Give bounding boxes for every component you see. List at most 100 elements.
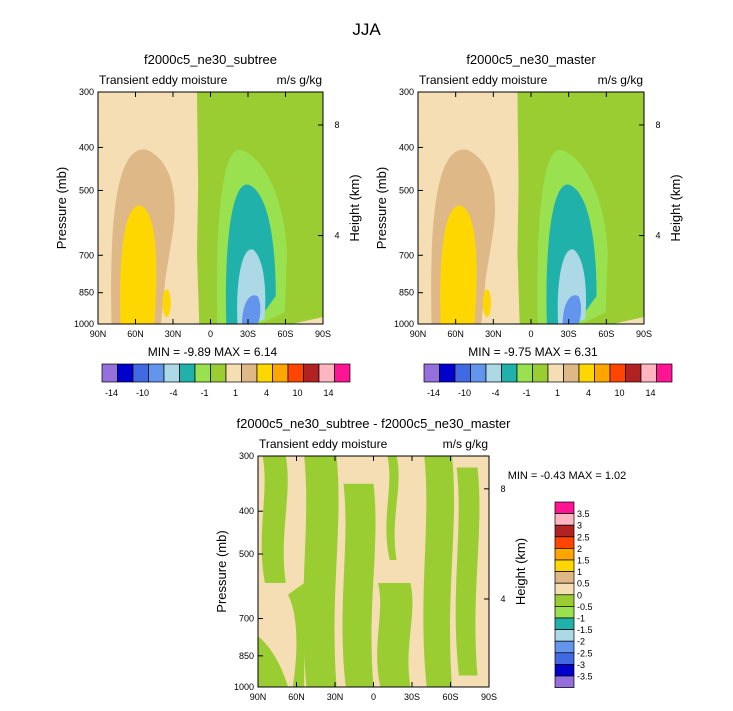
- colorbar-swatch: [163, 363, 180, 383]
- colorbar-swatch: [554, 606, 575, 619]
- y-tick-label: 400: [399, 142, 414, 152]
- colorbar-label: -0.5: [577, 602, 593, 612]
- colorbar-swatch: [318, 363, 335, 383]
- colorbar-swatch: [501, 363, 518, 383]
- colorbar-swatch: [554, 652, 575, 665]
- colorbar-label: 1: [555, 388, 560, 398]
- colorbar-swatch: [532, 363, 549, 383]
- x-tick-label: 90S: [636, 329, 652, 339]
- colorbar-swatch: [554, 513, 575, 526]
- colorbar-label: -1: [522, 388, 530, 398]
- y-tick-label: 1000: [234, 682, 254, 692]
- x-tick-label: 90N: [250, 692, 267, 702]
- colorbar-label: 14: [645, 388, 655, 398]
- y-tick-label: 850: [399, 288, 414, 298]
- contour-region-olive: [386, 456, 399, 560]
- colorbar-label: 1: [577, 567, 582, 577]
- height-tick-label: 4: [500, 594, 505, 604]
- colorbar-swatch: [470, 363, 487, 383]
- colorbar-swatch: [287, 363, 304, 383]
- contour-region-yellow: [440, 205, 477, 324]
- x-tick-label: 0: [528, 329, 533, 339]
- panel-title: f2000c5_ne30_subtree - f2000c5_ne30_mast…: [237, 416, 512, 431]
- panel-left-label: Transient eddy moisture: [99, 73, 228, 87]
- panel-title: f2000c5_ne30_subtree: [144, 52, 277, 67]
- colorbar-master: -14 -10 -4 -1 1 4 10 14: [423, 363, 673, 398]
- x-tick-label: 90S: [315, 329, 331, 339]
- x-tick-label: 30S: [404, 692, 420, 702]
- x-tick-label: 30N: [327, 692, 344, 702]
- panel-right-label: m/s g/kg: [443, 437, 488, 451]
- contour-region-olive: [261, 456, 288, 584]
- y-tick-label: 850: [239, 651, 254, 661]
- x-tick-label: 90S: [481, 692, 497, 702]
- colorbar-swatch: [554, 617, 575, 630]
- x-tick-label: 30S: [240, 329, 256, 339]
- colorbar-swatch: [179, 363, 196, 383]
- colorbar-label: 14: [323, 388, 333, 398]
- height-tick-label: 8: [655, 120, 660, 130]
- colorbar-swatch: [609, 363, 626, 383]
- colorbar-label: -1.5: [577, 625, 593, 635]
- contour-region-olive: [258, 636, 289, 687]
- colorbar-label: 1.5: [577, 556, 590, 566]
- colorbar-swatch: [554, 629, 575, 642]
- y-axis-title: Pressure (mb): [214, 530, 229, 612]
- colorbar-label: 2: [577, 544, 582, 554]
- y-axis-title: Pressure (mb): [54, 167, 69, 249]
- x-tick-label: 60N: [447, 329, 464, 339]
- colorbar-label: -2: [577, 637, 585, 647]
- colorbar-label: 10: [292, 388, 302, 398]
- colorbar-swatch: [256, 363, 273, 383]
- colorbar-swatch: [194, 363, 211, 383]
- colorbar-swatch: [578, 363, 595, 383]
- x-tick-label: 60S: [277, 329, 293, 339]
- colorbar-swatch: [210, 363, 227, 383]
- x-tick-label: 90N: [90, 329, 107, 339]
- colorbar-swatch: [554, 594, 575, 607]
- colorbar-label: 0: [577, 590, 582, 600]
- x-tick-label: 30N: [485, 329, 502, 339]
- colorbar-swatch: [117, 363, 134, 383]
- y-axis-title-right: Height (km): [347, 174, 362, 241]
- colorbar-label: -10: [136, 388, 149, 398]
- colorbar-swatch: [148, 363, 165, 383]
- colorbar-swatch: [132, 363, 149, 383]
- height-tick-label: 4: [655, 231, 660, 241]
- colorbar-label: -2.5: [577, 648, 593, 658]
- x-tick-label: 60S: [598, 329, 614, 339]
- panel-diff: f2000c5_ne30_subtree - f2000c5_ne30_mast…: [214, 416, 528, 702]
- y-axis-title: Pressure (mb): [374, 167, 389, 249]
- x-tick-label: 30S: [561, 329, 577, 339]
- colorbar-label: -1: [577, 614, 585, 624]
- panel-left-label: Transient eddy moisture: [419, 73, 548, 87]
- panel-subtree: f2000c5_ne30_subtree Transient eddy moist…: [54, 52, 362, 339]
- colorbar-swatch: [594, 363, 611, 383]
- y-tick-label: 700: [399, 250, 414, 260]
- colorbar-diff: 3.5 32.5 2 1.51 0.50 -0.5 -1-1.5 -2-2.5 -3 -3.5: [554, 501, 593, 688]
- x-tick-label: 0: [208, 329, 213, 339]
- colorbar-swatch: [225, 363, 242, 383]
- colorbar-swatch: [554, 571, 575, 584]
- y-axis-title-right: Height (km): [513, 538, 528, 605]
- stats-text: MIN = -9.75 MAX = 6.31: [468, 345, 598, 359]
- colorbar-swatch: [485, 363, 502, 383]
- colorbar-swatch: [303, 363, 320, 383]
- colorbar-swatch: [554, 664, 575, 677]
- colorbar-label: 1: [233, 388, 238, 398]
- y-tick-label: 700: [239, 614, 254, 624]
- colorbar-swatch: [547, 363, 564, 383]
- x-tick-label: 0: [371, 692, 376, 702]
- contour-region-yellow-small: [162, 289, 171, 318]
- colorbar-label: -10: [458, 388, 471, 398]
- colorbar-swatch: [554, 559, 575, 572]
- y-tick-label: 300: [239, 451, 254, 461]
- colorbar-swatch: [554, 582, 575, 596]
- colorbar-label: 3: [577, 521, 582, 531]
- colorbar-swatch: [272, 363, 289, 383]
- colorbar-label: -14: [427, 388, 440, 398]
- colorbar-label: -14: [105, 388, 118, 398]
- y-tick-label: 700: [79, 250, 94, 260]
- colorbar-label: -1: [200, 388, 208, 398]
